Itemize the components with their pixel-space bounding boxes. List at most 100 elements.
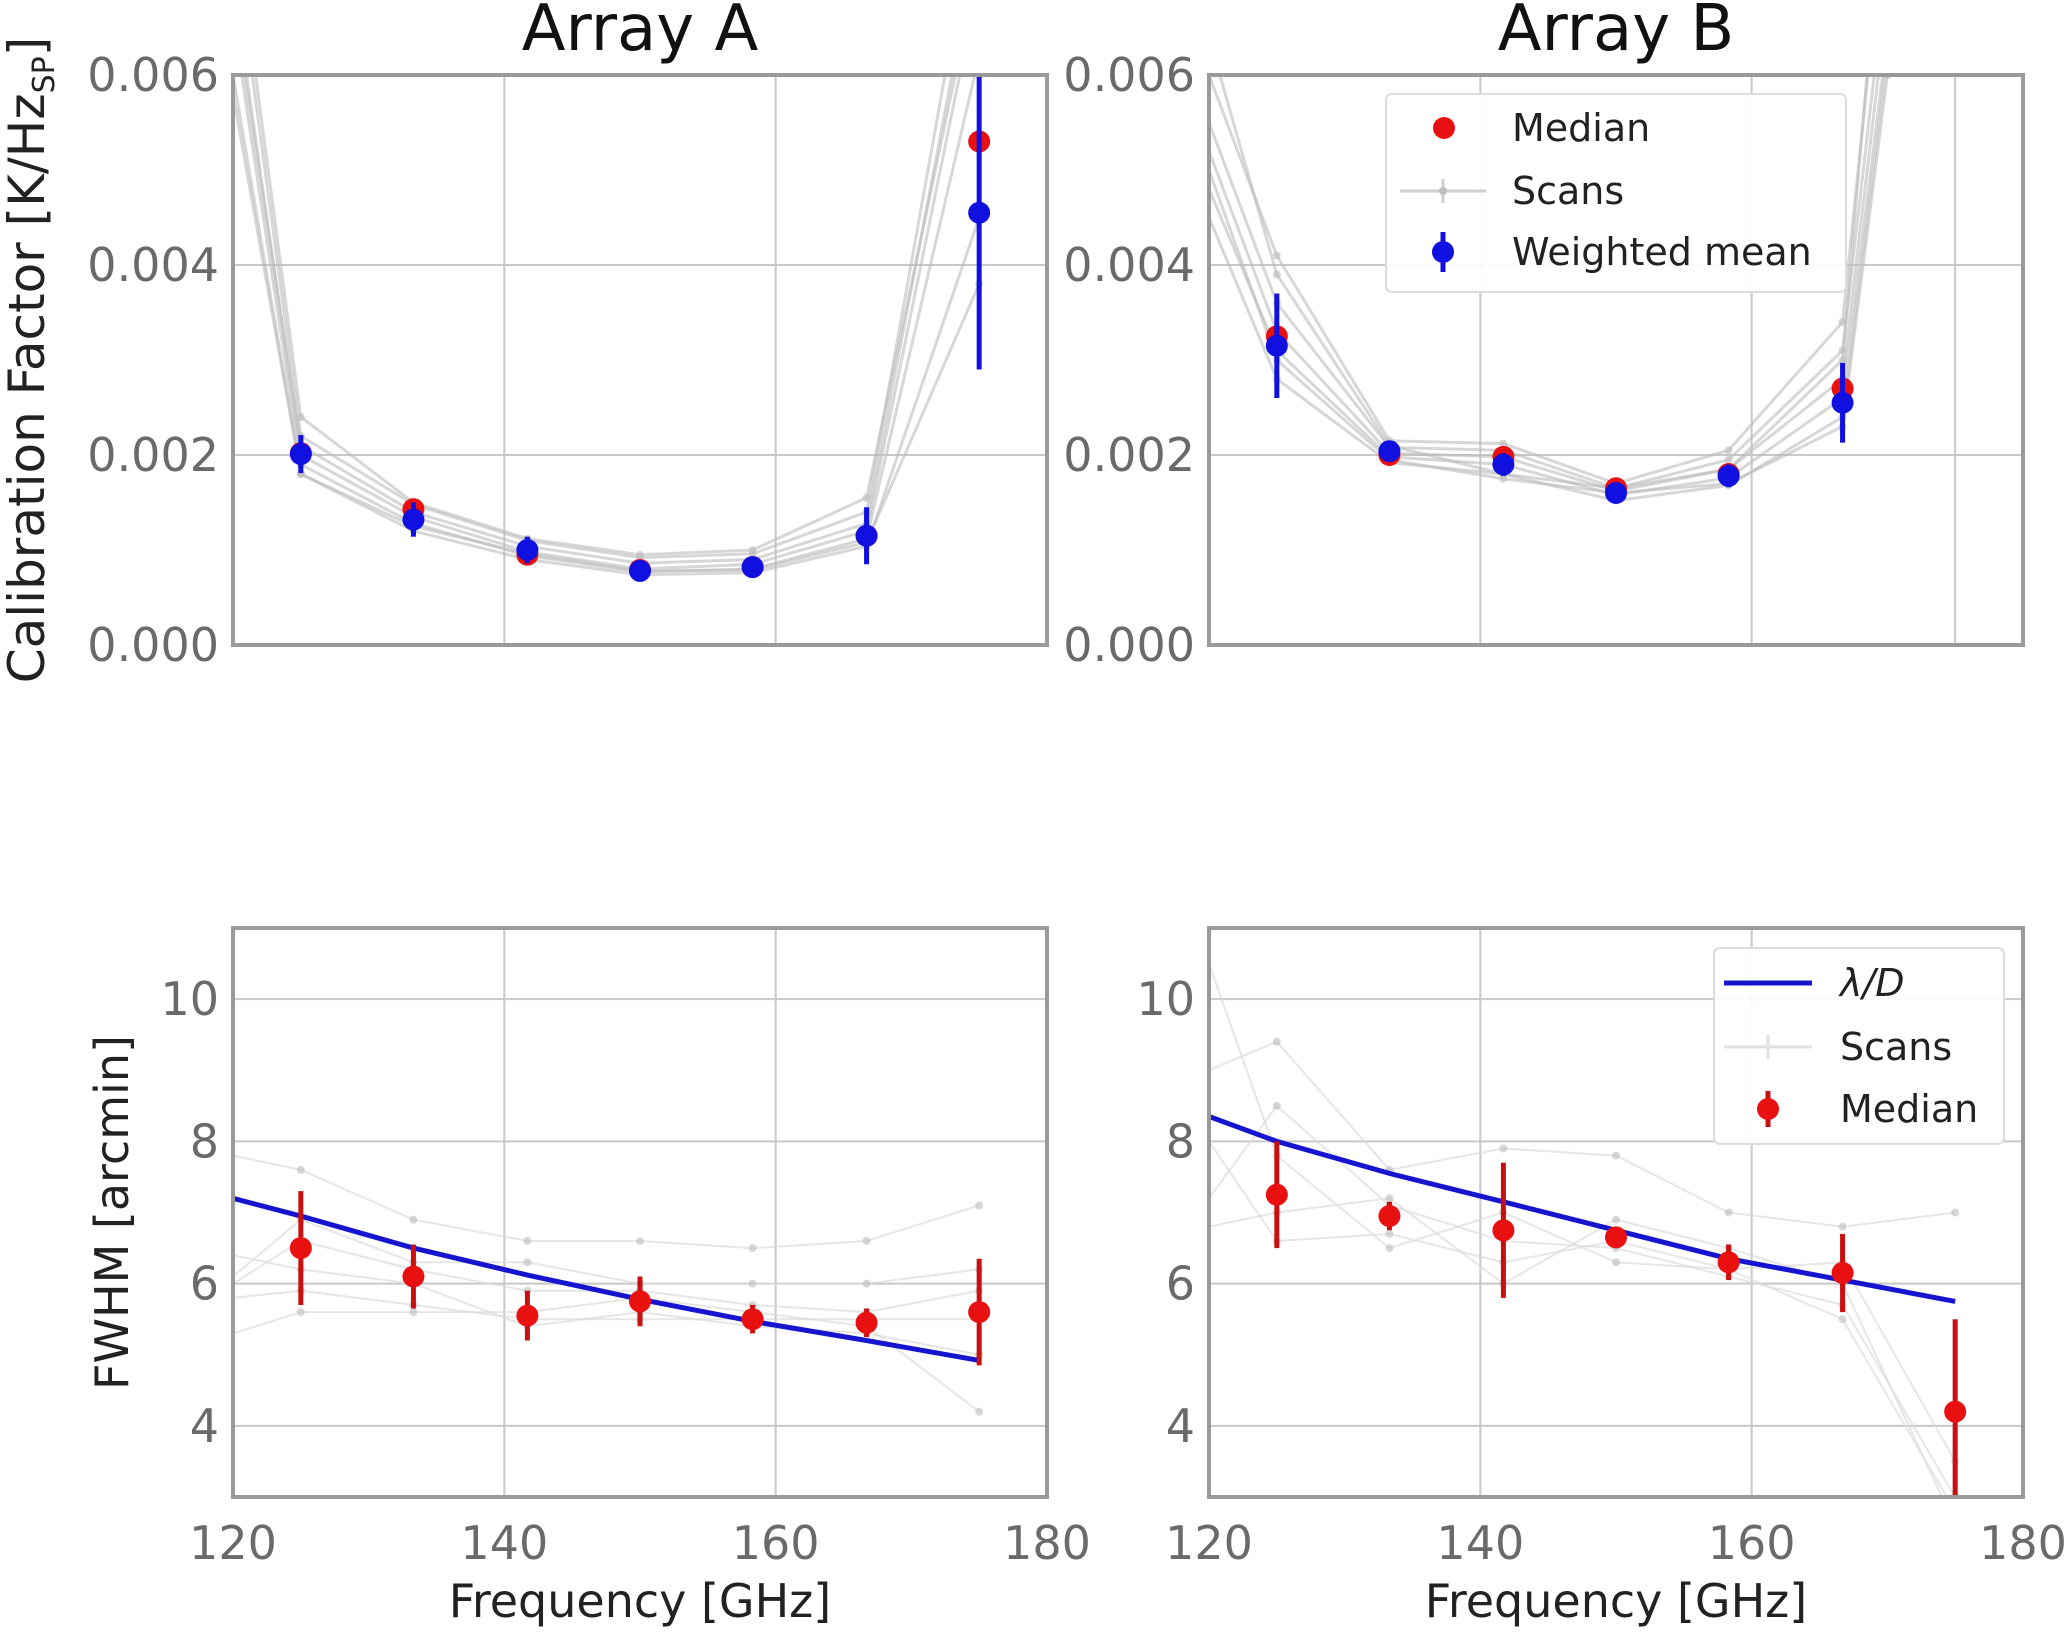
median-point bbox=[855, 1311, 878, 1334]
scan-point bbox=[1724, 446, 1733, 455]
scan-point bbox=[409, 1215, 418, 1224]
y-axis-label-subscript: SP bbox=[27, 56, 62, 93]
legend-label-scans: Scans bbox=[1512, 169, 1624, 213]
x-tick-label: 160 bbox=[1708, 1516, 1796, 1570]
y-tick-label: 4 bbox=[190, 1399, 219, 1453]
scan-line bbox=[1209, 1040, 1956, 1228]
y-tick-label: 8 bbox=[190, 1114, 219, 1168]
legend-label-weighted-mean: Weighted mean bbox=[1512, 230, 1812, 274]
scan-point bbox=[1883, 52, 1891, 60]
plot-area bbox=[233, 75, 991, 582]
scan-point bbox=[1724, 1208, 1733, 1217]
weighted-mean-point bbox=[402, 508, 425, 531]
scan-line bbox=[233, 1154, 980, 1250]
median-point bbox=[1605, 1226, 1627, 1249]
weighted-mean-point bbox=[1492, 453, 1515, 476]
y-axis-label: Calibration Factor [K/HzSP] bbox=[0, 37, 62, 684]
scan-point bbox=[1499, 474, 1508, 483]
y-tick-label: 10 bbox=[1136, 972, 1195, 1026]
legend-box bbox=[1713, 947, 2005, 1145]
x-tick-label: 180 bbox=[1979, 1516, 2067, 1570]
scan-point bbox=[862, 1279, 871, 1288]
legend-marker-scans-dot bbox=[1439, 187, 1447, 195]
scan-point bbox=[748, 1279, 757, 1288]
scan-line bbox=[254, 75, 957, 557]
scan-line bbox=[1209, 75, 1889, 495]
median-point bbox=[1717, 1251, 1740, 1274]
scan-point bbox=[1499, 439, 1508, 448]
legend-box bbox=[1385, 93, 1847, 293]
scan-point bbox=[1883, 0, 1891, 3]
axes-frame bbox=[1207, 926, 2025, 1499]
weighted-mean-point bbox=[1378, 440, 1401, 463]
y-tick-label: 0.004 bbox=[1063, 238, 1195, 292]
median-point bbox=[1265, 1183, 1288, 1206]
weighted-mean-point bbox=[1717, 464, 1740, 487]
scan-point bbox=[1272, 1101, 1281, 1110]
y-axis-label-main: Calibration Factor [K/Hz bbox=[0, 93, 56, 683]
x-tick-label: 120 bbox=[1165, 1516, 1253, 1570]
scan-point bbox=[1385, 1229, 1394, 1238]
scan-point bbox=[862, 493, 871, 502]
y-axis-label-close: ] bbox=[0, 37, 56, 57]
panel-a-top: 0.000 0.002 0.004 0.006 Array A Calibration F… bbox=[0, 0, 1049, 684]
legend-marker-median bbox=[1757, 1098, 1779, 1120]
median-point bbox=[402, 1265, 425, 1288]
scan-line bbox=[1209, 75, 1870, 486]
median-point bbox=[516, 1304, 539, 1327]
weighted-mean-point bbox=[1831, 391, 1854, 414]
y-tick-label: 10 bbox=[160, 972, 219, 1026]
y-tick-label: 0.000 bbox=[1063, 618, 1195, 672]
y-tick-label: 0.006 bbox=[87, 48, 219, 102]
scan-line bbox=[233, 93, 981, 573]
scan-line bbox=[233, 1296, 980, 1413]
median-point bbox=[1378, 1205, 1401, 1228]
scan-point bbox=[1385, 1244, 1394, 1253]
scan-point bbox=[1499, 1144, 1508, 1153]
x-tick-label: 160 bbox=[732, 1516, 820, 1570]
scan-line bbox=[243, 75, 954, 565]
scan-point bbox=[975, 1201, 984, 1210]
scan-point bbox=[748, 546, 757, 554]
y-tick-label: 8 bbox=[1166, 1114, 1195, 1168]
scan-point bbox=[1724, 455, 1733, 464]
panel-title: Array B bbox=[1498, 0, 1735, 66]
legend: Median Scans Weighted mean bbox=[1385, 93, 1847, 293]
scan-line bbox=[233, 1218, 980, 1285]
y-tick-label: 6 bbox=[190, 1257, 219, 1311]
scan-line bbox=[1209, 1104, 1957, 1497]
scan-point bbox=[975, 1407, 984, 1416]
scan-point bbox=[1272, 270, 1281, 279]
legend-label-scans: Scans bbox=[1840, 1025, 1952, 1069]
weighted-mean-point bbox=[1265, 334, 1288, 357]
model-line-lambda-over-d bbox=[233, 1195, 980, 1363]
scan-line bbox=[245, 75, 962, 571]
weighted-mean-point bbox=[968, 201, 991, 224]
panel-title: Array A bbox=[522, 0, 759, 66]
scan-point bbox=[1612, 1151, 1620, 1160]
plot-area bbox=[1209, 963, 1967, 1529]
median-point bbox=[1831, 1261, 1854, 1284]
x-tick-label: 140 bbox=[1436, 1516, 1524, 1570]
x-tick-label: 120 bbox=[189, 1516, 277, 1570]
scan-point bbox=[296, 413, 305, 421]
scan-point bbox=[1612, 1215, 1620, 1224]
scan-line bbox=[1218, 75, 1869, 490]
y-tick-label: 0.000 bbox=[87, 618, 219, 672]
legend-label-lambda-over-d: λ/D bbox=[1838, 961, 1905, 1005]
axes-frame bbox=[1207, 73, 2025, 647]
scan-point bbox=[1951, 1507, 1959, 1515]
scan-point bbox=[523, 1236, 532, 1245]
scan-point bbox=[1951, 1521, 1959, 1529]
scan-point bbox=[523, 1258, 532, 1267]
x-tick-label: 180 bbox=[1003, 1516, 1091, 1570]
scan-line bbox=[233, 1289, 980, 1321]
legend-marker-weighted-mean bbox=[1432, 241, 1454, 263]
scan-point bbox=[636, 550, 644, 559]
scan-point bbox=[1385, 1194, 1394, 1203]
y-tick-label: 0.006 bbox=[1063, 48, 1195, 102]
median-point bbox=[1944, 1400, 1967, 1423]
axes-frame bbox=[231, 926, 1049, 1499]
scan-line bbox=[233, 1239, 980, 1314]
